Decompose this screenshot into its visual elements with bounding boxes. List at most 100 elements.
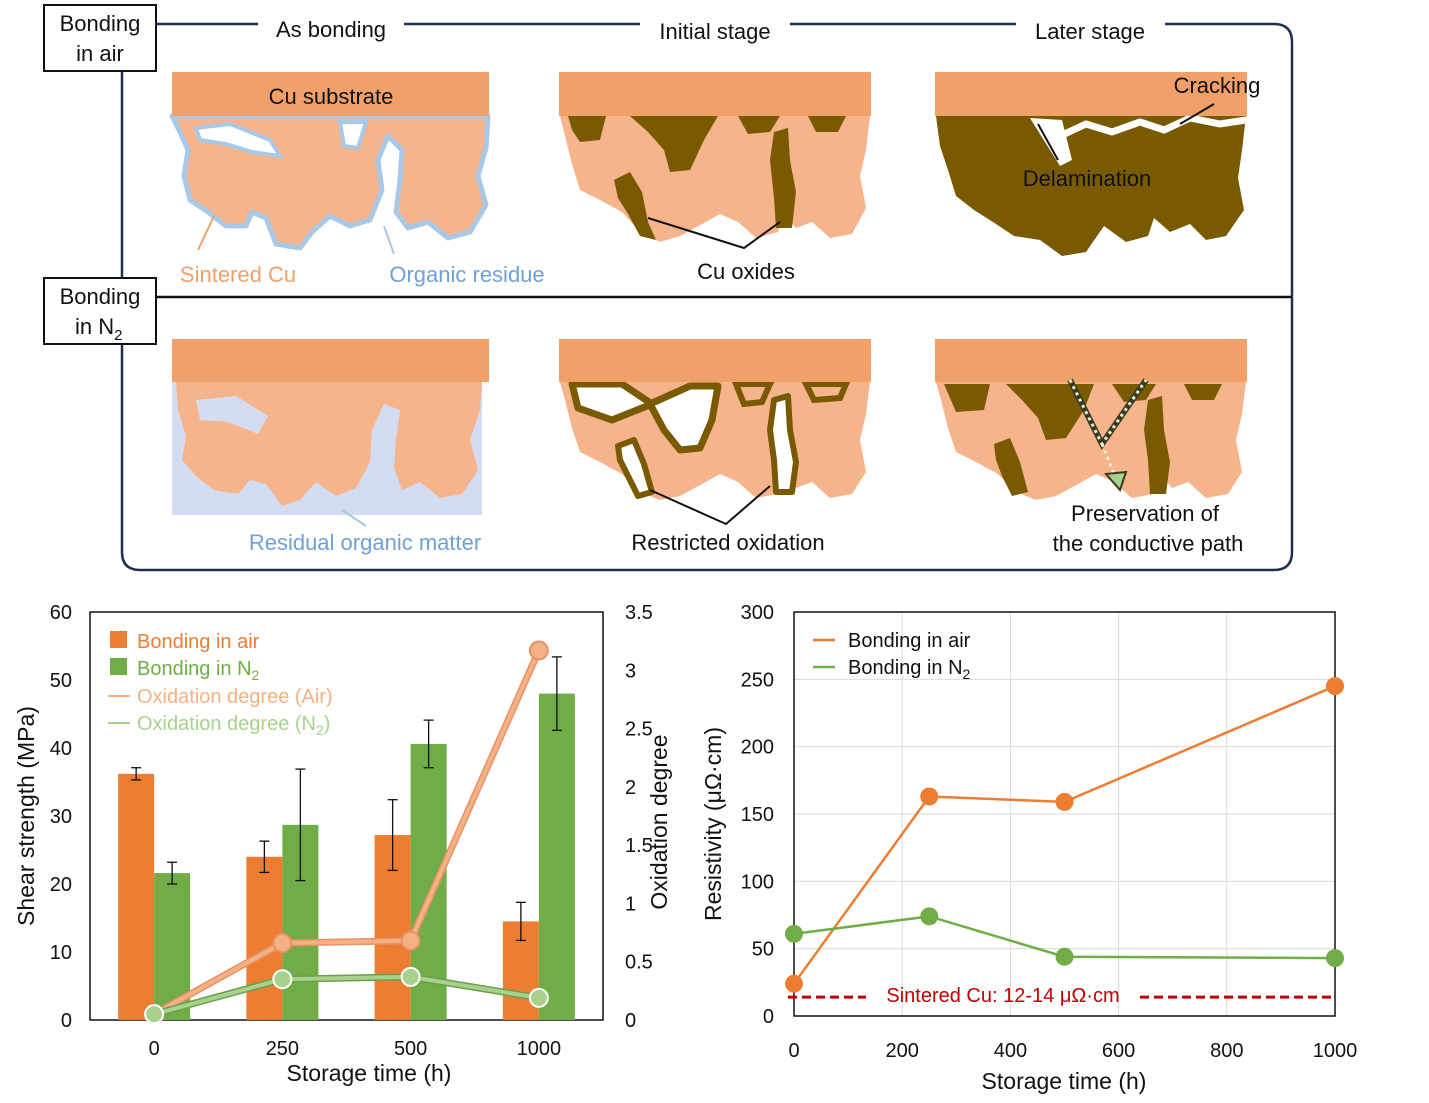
- air-initial-diagram: Cu oxides: [559, 72, 871, 284]
- cu-substrate-label: Cu substrate: [269, 84, 394, 109]
- resistivity-chart: 0 50 100 150 200 250 300 0 200 400 600 800 1000 Sin…: [700, 602, 1357, 1094]
- chart2-x-ticks: 0 200 400 600 800 1000: [788, 1040, 1357, 1062]
- preservation-label-line2: the conductive path: [1053, 531, 1244, 556]
- n2-later-diagram: Preservation of the conductive path: [935, 339, 1247, 556]
- chart1-y-tick-label: 30: [50, 806, 72, 828]
- chart2-x-tick-label: 0: [788, 1040, 799, 1062]
- schematic-panel: Bonding in air Bonding in N2 As bonding …: [43, 4, 1294, 572]
- delamination-leader: [1037, 123, 1059, 161]
- legend-n2-bar: Bonding in N2: [137, 658, 260, 683]
- chart2-point-n2: [1326, 949, 1344, 968]
- cracking-leader: [1179, 103, 1215, 125]
- restricted-oxidation-label: Restricted oxidation: [631, 530, 824, 555]
- restricted-oxide-ring-3: [731, 381, 775, 408]
- stage-title-later: Later stage: [1035, 19, 1145, 44]
- chart2-y-tick-label: 0: [763, 1006, 774, 1028]
- chart1-plot-frame: [89, 611, 604, 1021]
- legend-air-bar: Bonding in air: [137, 631, 260, 653]
- n2-label-line2: in N2: [75, 314, 122, 344]
- restricted-oxide-ring-5: [615, 437, 655, 499]
- chart1-y2-tick-label: 3.5: [625, 602, 653, 624]
- cu-oxides-label: Cu oxides: [697, 259, 795, 284]
- organic-gap-n2-1: [196, 396, 268, 434]
- air-as-bonding-diagram: Cu substrate Sintered Cu Organic residue: [169, 72, 545, 287]
- chart1-x-tick-label: 0: [149, 1038, 160, 1060]
- chart2-y-tick-label: 300: [741, 602, 774, 624]
- chart2-x-axis-title: Storage time (h): [982, 1068, 1147, 1094]
- chart1-oxidation-point-n2: [144, 1004, 165, 1025]
- oxide-n2-3b: [1006, 384, 1094, 440]
- cu-substrate-n2-1: [172, 339, 489, 382]
- chart2-legend: Bonding in air Bonding in N2: [813, 630, 971, 682]
- cu-substrate-air-1: [172, 72, 489, 116]
- chart1-y2-axis-title: Oxidation degree: [646, 734, 672, 909]
- chart2-y-tick-label: 250: [741, 669, 774, 691]
- organic-residue-label: Organic residue: [389, 262, 544, 287]
- air-later-diagram: Cracking Delamination: [935, 72, 1260, 256]
- n2-as-bonding-diagram: Residual organic matter: [172, 339, 489, 555]
- oxide-air-2c: [738, 116, 780, 134]
- chart2-x-tick-label: 200: [886, 1040, 919, 1062]
- oxide-n2-3f: [1144, 396, 1170, 494]
- oxide-air-3: [936, 116, 1246, 256]
- chart1-oxidation-point-n2: [528, 987, 549, 1008]
- chart2-y-tick-label: 200: [741, 737, 774, 759]
- chart2-point-n2: [1055, 947, 1074, 966]
- chart1-y-tick-label: 60: [50, 602, 72, 624]
- chart2-point-n2: [785, 924, 803, 943]
- n2-label-box: Bonding in N2: [43, 277, 157, 345]
- chart2-y-tick-label: 100: [741, 871, 774, 893]
- chart1-y-tick-label: 20: [50, 874, 72, 896]
- legend-swatch-air-bar: [110, 631, 127, 648]
- oxide-air-2e: [614, 172, 656, 240]
- chart2-point-air: [1055, 792, 1074, 811]
- chart1-y2-ticks: 0 0.5 1 1.5 2 2.5 3 3.5: [625, 602, 653, 1032]
- oxide-n2-3a: [944, 384, 990, 412]
- chart2-line-air: [792, 684, 1336, 985]
- chart2-reference-line: Sintered Cu: 12-14 μΩ·cm: [788, 985, 1335, 1007]
- chart1-y-tick-label: 0: [61, 1010, 72, 1032]
- cracking-label: Cracking: [1174, 73, 1261, 98]
- chart1-y2-tick-label: 1.5: [625, 835, 653, 857]
- chart1-oxidation-lines: [144, 640, 549, 1025]
- chart2-plot-frame: [793, 611, 1336, 1017]
- chart1-oxidation-point-n2: [272, 969, 293, 990]
- chart2-point-air: [785, 974, 803, 993]
- air-label-line2: in air: [76, 41, 124, 66]
- oxide-air-2d: [808, 116, 846, 132]
- legend-n2-line: Oxidation degree (N2): [137, 713, 330, 738]
- oxide-n2-3d: [1184, 384, 1222, 400]
- chart1-bar-air: [118, 773, 155, 1020]
- chart2-y-ticks: 0 50 100 150 200 250 300: [741, 602, 774, 1028]
- chart1-y-ticks: 0 10 20 30 40 50 60: [50, 602, 72, 1032]
- conductive-path-dots-down: [1100, 443, 1116, 475]
- chart1-y2-tick-label: 2.5: [625, 719, 653, 741]
- restricted-oxidation-leader: [649, 485, 771, 526]
- chart2-x-tick-label: 800: [1210, 1040, 1243, 1062]
- chart1-bars: [118, 656, 575, 1020]
- chart2-line-n2: [793, 915, 1336, 960]
- chart1-legend: Bonding in air Bonding in N2 Oxidation d…: [108, 631, 333, 738]
- restricted-oxide-ring-6: [767, 393, 799, 495]
- n2-initial-diagram: Restricted oxidation: [559, 339, 871, 555]
- chart1-y2-tick-label: 2: [625, 777, 636, 799]
- chart1-y2-tick-label: 3: [625, 660, 636, 682]
- cu-oxides-leader: [647, 217, 781, 250]
- delamination-label: Delamination: [1023, 166, 1151, 191]
- chart2-x-tick-label: 400: [994, 1040, 1027, 1062]
- chart1-y-tick-label: 10: [50, 942, 72, 964]
- chart1-x-axis-title: Storage time (h): [287, 1060, 452, 1086]
- chart1-bar-n2: [538, 693, 575, 1020]
- chart1-oxidation-point-n2: [400, 966, 421, 987]
- sintered-cu-label: Sintered Cu: [180, 262, 296, 287]
- chart1-oxidation-point-air: [528, 640, 549, 661]
- shear-strength-chart: 0 10 20 30 40 50 60 0 0.5 1 1.5 2 2.5 3 3.5 0 250 500 10…: [13, 602, 672, 1086]
- restricted-oxide-ring-1: [568, 380, 656, 424]
- chart1-x-tick-label: 500: [394, 1038, 427, 1060]
- n2-label-line1: Bonding: [60, 284, 141, 309]
- organic-residue-leader: [383, 225, 395, 255]
- chart1-oxidation-point-air: [400, 930, 421, 951]
- residual-organic-leader: [341, 509, 367, 527]
- air-label-line1: Bonding: [60, 11, 141, 36]
